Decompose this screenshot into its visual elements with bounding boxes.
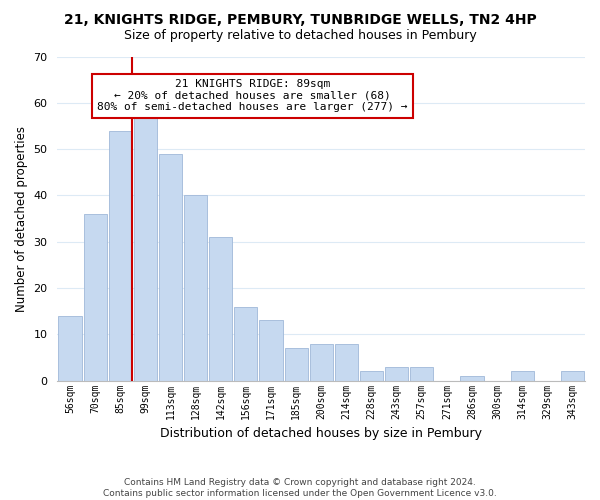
Bar: [310, 344, 333, 380]
Text: Size of property relative to detached houses in Pembury: Size of property relative to detached ho…: [124, 29, 476, 42]
Bar: [159, 154, 182, 380]
Text: 21, KNIGHTS RIDGE, PEMBURY, TUNBRIDGE WELLS, TN2 4HP: 21, KNIGHTS RIDGE, PEMBURY, TUNBRIDGE WE…: [64, 12, 536, 26]
Bar: [58, 316, 82, 380]
Bar: [259, 320, 283, 380]
Bar: [209, 237, 232, 380]
Bar: [184, 196, 207, 380]
Bar: [83, 214, 107, 380]
Bar: [335, 344, 358, 380]
Bar: [360, 372, 383, 380]
Bar: [561, 372, 584, 380]
Bar: [284, 348, 308, 380]
Bar: [134, 116, 157, 380]
Bar: [511, 372, 534, 380]
Text: Contains HM Land Registry data © Crown copyright and database right 2024.
Contai: Contains HM Land Registry data © Crown c…: [103, 478, 497, 498]
Text: 21 KNIGHTS RIDGE: 89sqm
← 20% of detached houses are smaller (68)
80% of semi-de: 21 KNIGHTS RIDGE: 89sqm ← 20% of detache…: [97, 79, 408, 112]
Bar: [109, 130, 132, 380]
Bar: [385, 366, 408, 380]
Bar: [410, 366, 433, 380]
X-axis label: Distribution of detached houses by size in Pembury: Distribution of detached houses by size …: [160, 427, 482, 440]
Y-axis label: Number of detached properties: Number of detached properties: [15, 126, 28, 312]
Bar: [234, 306, 257, 380]
Bar: [460, 376, 484, 380]
